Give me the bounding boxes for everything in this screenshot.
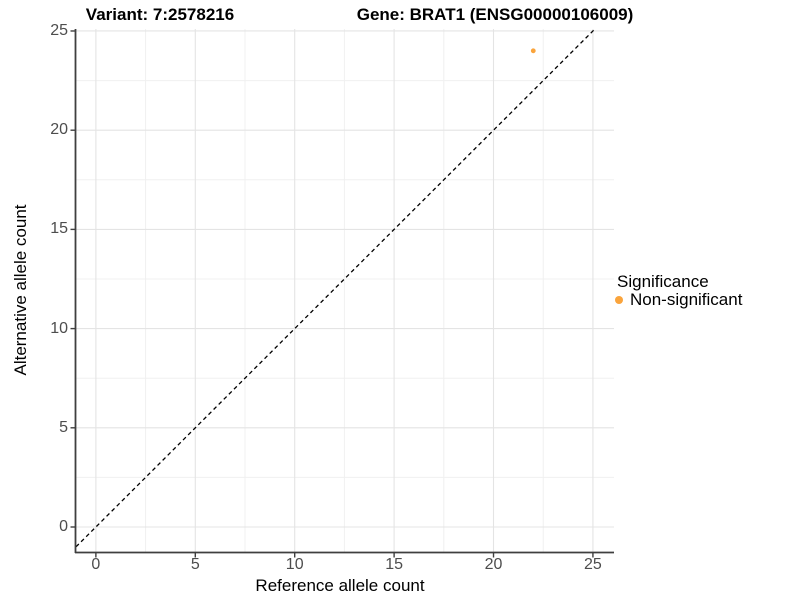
x-tick-label: 10: [285, 556, 304, 573]
y-tick-label: 10: [50, 319, 68, 337]
x-tick-label: 5: [190, 556, 200, 573]
x-tick-label: 20: [484, 556, 503, 573]
x-tick-label: 15: [385, 556, 403, 573]
legend-item-non-significant: Non-significant: [615, 290, 742, 310]
x-tick-label: 25: [584, 556, 602, 573]
y-axis-title: Alternative allele count: [11, 204, 30, 376]
y-tick-label: 25: [50, 22, 68, 40]
x-axis-title: Reference allele count: [255, 576, 425, 595]
plot-title-variant: Variant: 7:2578216: [85, 5, 235, 24]
plot-title-gene: Gene: BRAT1 (ENSG00000106009): [356, 5, 634, 24]
y-tick-label: 0: [59, 518, 68, 536]
y-tick-label: 15: [50, 220, 68, 238]
x-tick-label: 0: [91, 556, 101, 573]
y-tick-label: 20: [50, 121, 68, 139]
data-point: [530, 48, 536, 54]
y-tick-label: 5: [59, 419, 68, 436]
identity-dashed-line: [75, 28, 596, 548]
circle-icon: [615, 296, 623, 304]
legend-title: Significance: [617, 272, 709, 291]
legend-item-label: Non-significant: [630, 290, 743, 309]
